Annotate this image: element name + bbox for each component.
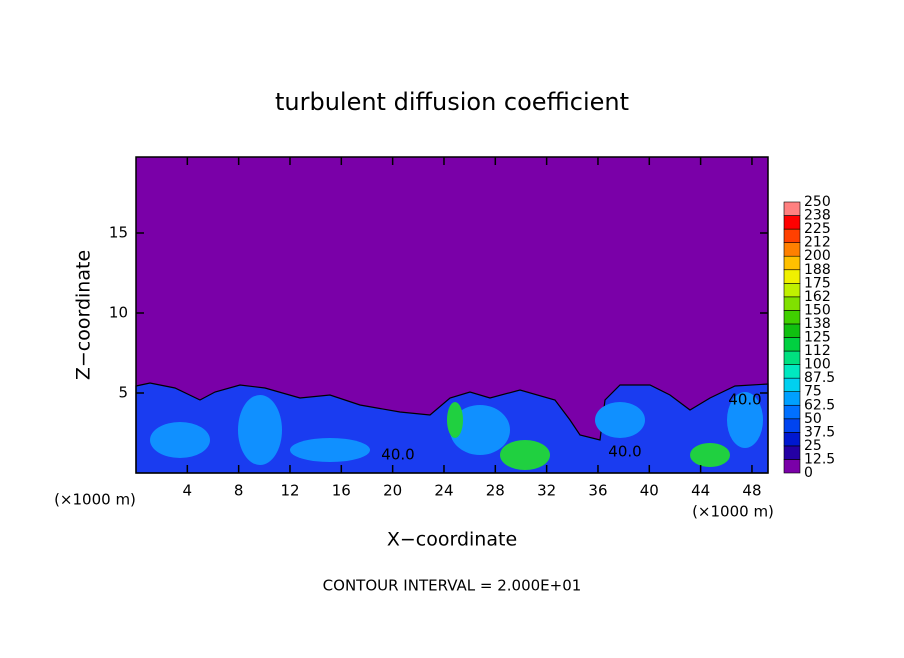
colorbar-band [783,310,801,325]
x-tick-label: 40 [640,482,659,500]
colorbar-label: 200 [804,248,831,264]
contour-label: 40.0 [608,443,641,461]
colorbar-label: 0 [804,465,813,481]
colorbar-band [783,418,801,433]
x-tick-label: 44 [691,482,710,500]
x-tick-label: 24 [434,482,453,500]
colorbar-label: 162 [804,289,831,305]
colorbar-band [783,296,801,311]
colorbar-band [783,377,801,392]
colorbar-band [783,201,801,216]
colorbar-label: 112 [804,343,831,359]
colorbar-label: 188 [804,262,831,278]
plot-frame [135,156,769,474]
plot-area: 40.0 40.0 40.0 [135,156,769,474]
colorbar-band [783,228,801,243]
colorbar-label: 138 [804,316,831,332]
colorbar-label: 212 [804,235,831,251]
colorbar-label: 150 [804,302,831,318]
colorbar-label: 250 [804,194,831,210]
x-tick-label: 32 [537,482,556,500]
colorbar-band [783,282,801,298]
x-tick-label: 28 [486,482,505,500]
chart-title: turbulent diffusion coefficient [275,88,629,116]
colorbar-band [783,445,801,460]
colorbar-label: 100 [804,357,831,373]
colorbar-label: 87.5 [804,370,835,386]
contour-label: 40.0 [728,391,761,409]
y-tick-label: 15 [109,224,128,242]
contour-label: 40.0 [381,446,414,464]
colorbar-band [783,350,801,365]
contour-labels: 40.0 40.0 40.0 [381,391,761,464]
colorbar-label: 12.5 [804,451,835,467]
field-patches-high [447,402,730,470]
colorbar-band [783,364,801,379]
colorbar-label: 50 [804,411,822,427]
colorbar-label: 25 [804,438,822,454]
y-tick-label: 5 [118,384,128,402]
colorbar-label: 225 [804,221,831,237]
x-tick-label: 4 [183,482,193,500]
x-tick-label: 12 [280,482,299,500]
y-tick-label: 10 [109,304,128,322]
colorbar-band [783,215,801,230]
colorbar-band [783,337,801,352]
field-patches [150,392,763,465]
x-tick-label: 36 [588,482,607,500]
colorbar-band [783,242,801,257]
colorbar-band [783,391,801,406]
footnote: CONTOUR INTERVAL = 2.000E+01 [323,577,582,595]
colorbar-label: 125 [804,330,831,346]
colorbar-label: 75 [804,384,822,400]
x-unit-label: (×1000 m) [692,503,774,521]
x-unit-label: (×1000 m) [54,491,136,509]
colorbar-band [783,432,801,447]
colorbar-label: 175 [804,275,831,291]
colorbar-band [783,459,801,474]
colorbar-label: 62.5 [804,397,835,413]
colorbar-label: 37.5 [804,424,835,440]
x-tick-label: 20 [383,482,402,500]
x-tick-label: 16 [332,482,351,500]
colorbar-band [783,404,801,420]
x-tick-label: 48 [742,482,761,500]
colorbar-band [783,323,801,338]
x-tick-label: 8 [234,482,244,500]
colorbar-label: 238 [804,208,831,224]
x-axis-title: X−coordinate [387,529,517,551]
colorbar-band [783,255,801,271]
colorbar-band [783,269,801,284]
y-axis-title: Z−coordinate [73,250,95,380]
